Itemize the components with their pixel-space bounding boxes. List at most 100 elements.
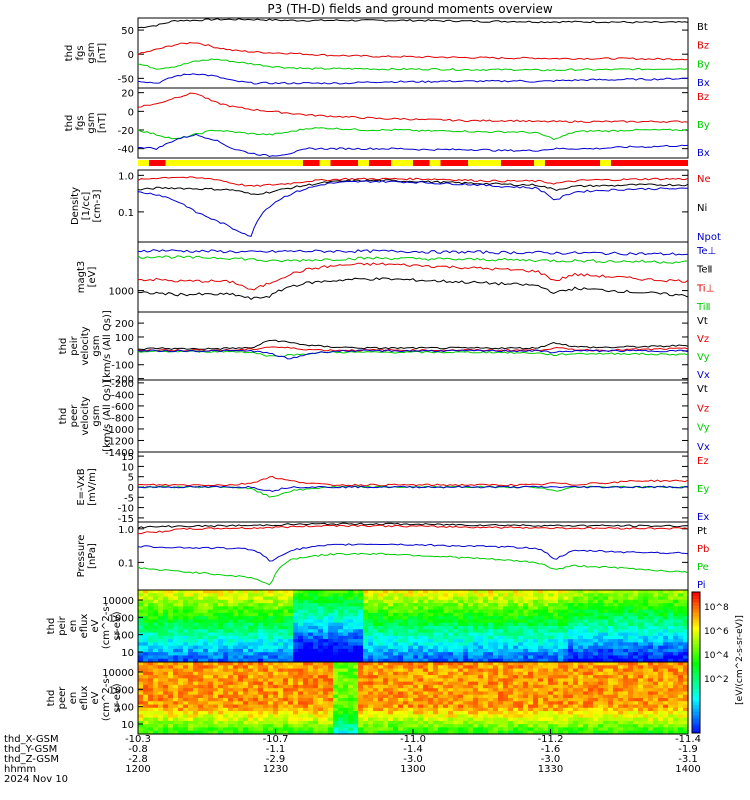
- flux-cell: [183, 642, 189, 647]
- flux-cell: [163, 616, 169, 621]
- flux-cell: [248, 727, 254, 732]
- flux-cell: [183, 622, 189, 627]
- flux-cell: [193, 652, 199, 657]
- flux-cell: [458, 707, 464, 712]
- flux-cell: [678, 711, 684, 715]
- flux-cell: [273, 652, 279, 657]
- flux-cell: [473, 596, 479, 601]
- flux-cell: [463, 688, 469, 693]
- flux-cell: [498, 681, 504, 686]
- flux-cell: [183, 707, 189, 712]
- flux-cell: [603, 642, 609, 647]
- flux-cell: [173, 711, 179, 715]
- flux-cell: [613, 603, 619, 607]
- flux-cell: [608, 678, 614, 683]
- flux-cell: [588, 590, 594, 594]
- flux-cell: [508, 616, 514, 621]
- flux-cell: [268, 704, 274, 709]
- flux-cell: [528, 612, 534, 617]
- flux-cell: [588, 691, 594, 696]
- flux-cell: [553, 707, 559, 712]
- flux-cell: [613, 681, 619, 686]
- flux-cell: [323, 596, 329, 601]
- flux-cell: [373, 619, 379, 624]
- flux-cell: [353, 704, 359, 709]
- flux-cell: [533, 658, 539, 663]
- flux-cell: [598, 701, 604, 706]
- flux-cell: [208, 730, 214, 735]
- flux-cell: [598, 609, 604, 614]
- flux-cell: [248, 635, 254, 640]
- flux-cell: [593, 635, 599, 640]
- flux-cell: [253, 590, 259, 594]
- flux-cell: [453, 698, 459, 702]
- flux-cell: [168, 619, 174, 624]
- flux-cell: [278, 606, 284, 611]
- flux-cell: [328, 652, 334, 657]
- flux-cell: [593, 629, 599, 634]
- flux-cell: [153, 662, 159, 666]
- flux-cell: [253, 698, 259, 702]
- flux-cell: [423, 652, 429, 657]
- flux-cell: [518, 714, 524, 719]
- flux-cell: [418, 662, 424, 666]
- flux-cell: [598, 707, 604, 712]
- flux-cell: [588, 717, 594, 722]
- flux-cell: [363, 606, 369, 611]
- flux-cell: [453, 701, 459, 706]
- flux-cell: [493, 606, 499, 611]
- flux-cell: [633, 662, 639, 666]
- flux-cell: [368, 632, 374, 637]
- flux-cell: [553, 668, 559, 673]
- flux-cell: [523, 711, 529, 715]
- flux-cell: [548, 606, 554, 611]
- flux-cell: [613, 662, 619, 666]
- flux-cell: [298, 675, 304, 679]
- flux-cell: [463, 635, 469, 640]
- flux-cell: [513, 707, 519, 712]
- flux-cell: [668, 603, 674, 607]
- flux-cell: [138, 652, 144, 657]
- flux-cell: [193, 668, 199, 673]
- flux-cell: [273, 665, 279, 670]
- flux-cell: [523, 671, 529, 676]
- flux-cell: [248, 681, 254, 686]
- flux-cell: [183, 691, 189, 696]
- flux-cell: [253, 616, 259, 621]
- flux-cell: [368, 724, 374, 729]
- flux-cell: [493, 642, 499, 647]
- flux-cell: [278, 655, 284, 660]
- flux-cell: [258, 603, 264, 607]
- flux-cell: [378, 704, 384, 709]
- flux-cell: [643, 701, 649, 706]
- flux-cell: [628, 681, 634, 686]
- flux-cell: [263, 714, 269, 719]
- flux-cell: [473, 724, 479, 729]
- flux-cell: [568, 662, 574, 666]
- flux-cell: [228, 665, 234, 670]
- flux-cell: [158, 655, 164, 660]
- tick-label: -1400: [105, 448, 134, 459]
- flux-cell: [278, 593, 284, 598]
- flux-cell: [203, 655, 209, 660]
- flux-cell: [393, 639, 399, 643]
- flux-cell: [653, 652, 659, 657]
- flux-cell: [653, 658, 659, 663]
- flux-cell: [268, 714, 274, 719]
- flux-cell: [188, 616, 194, 621]
- flux-cell: [663, 701, 669, 706]
- flux-cell: [273, 635, 279, 640]
- flux-cell: [403, 593, 409, 598]
- flux-cell: [178, 609, 184, 614]
- flux-cell: [403, 645, 409, 650]
- flux-cell: [638, 655, 644, 660]
- flux-cell: [573, 698, 579, 702]
- flux-cell: [263, 648, 269, 653]
- flux-cell: [243, 616, 249, 621]
- flux-cell: [193, 612, 199, 617]
- flux-cell: [153, 596, 159, 601]
- flux-cell: [168, 609, 174, 614]
- flux-cell: [208, 711, 214, 715]
- flux-cell: [518, 635, 524, 640]
- flux-cell: [453, 704, 459, 709]
